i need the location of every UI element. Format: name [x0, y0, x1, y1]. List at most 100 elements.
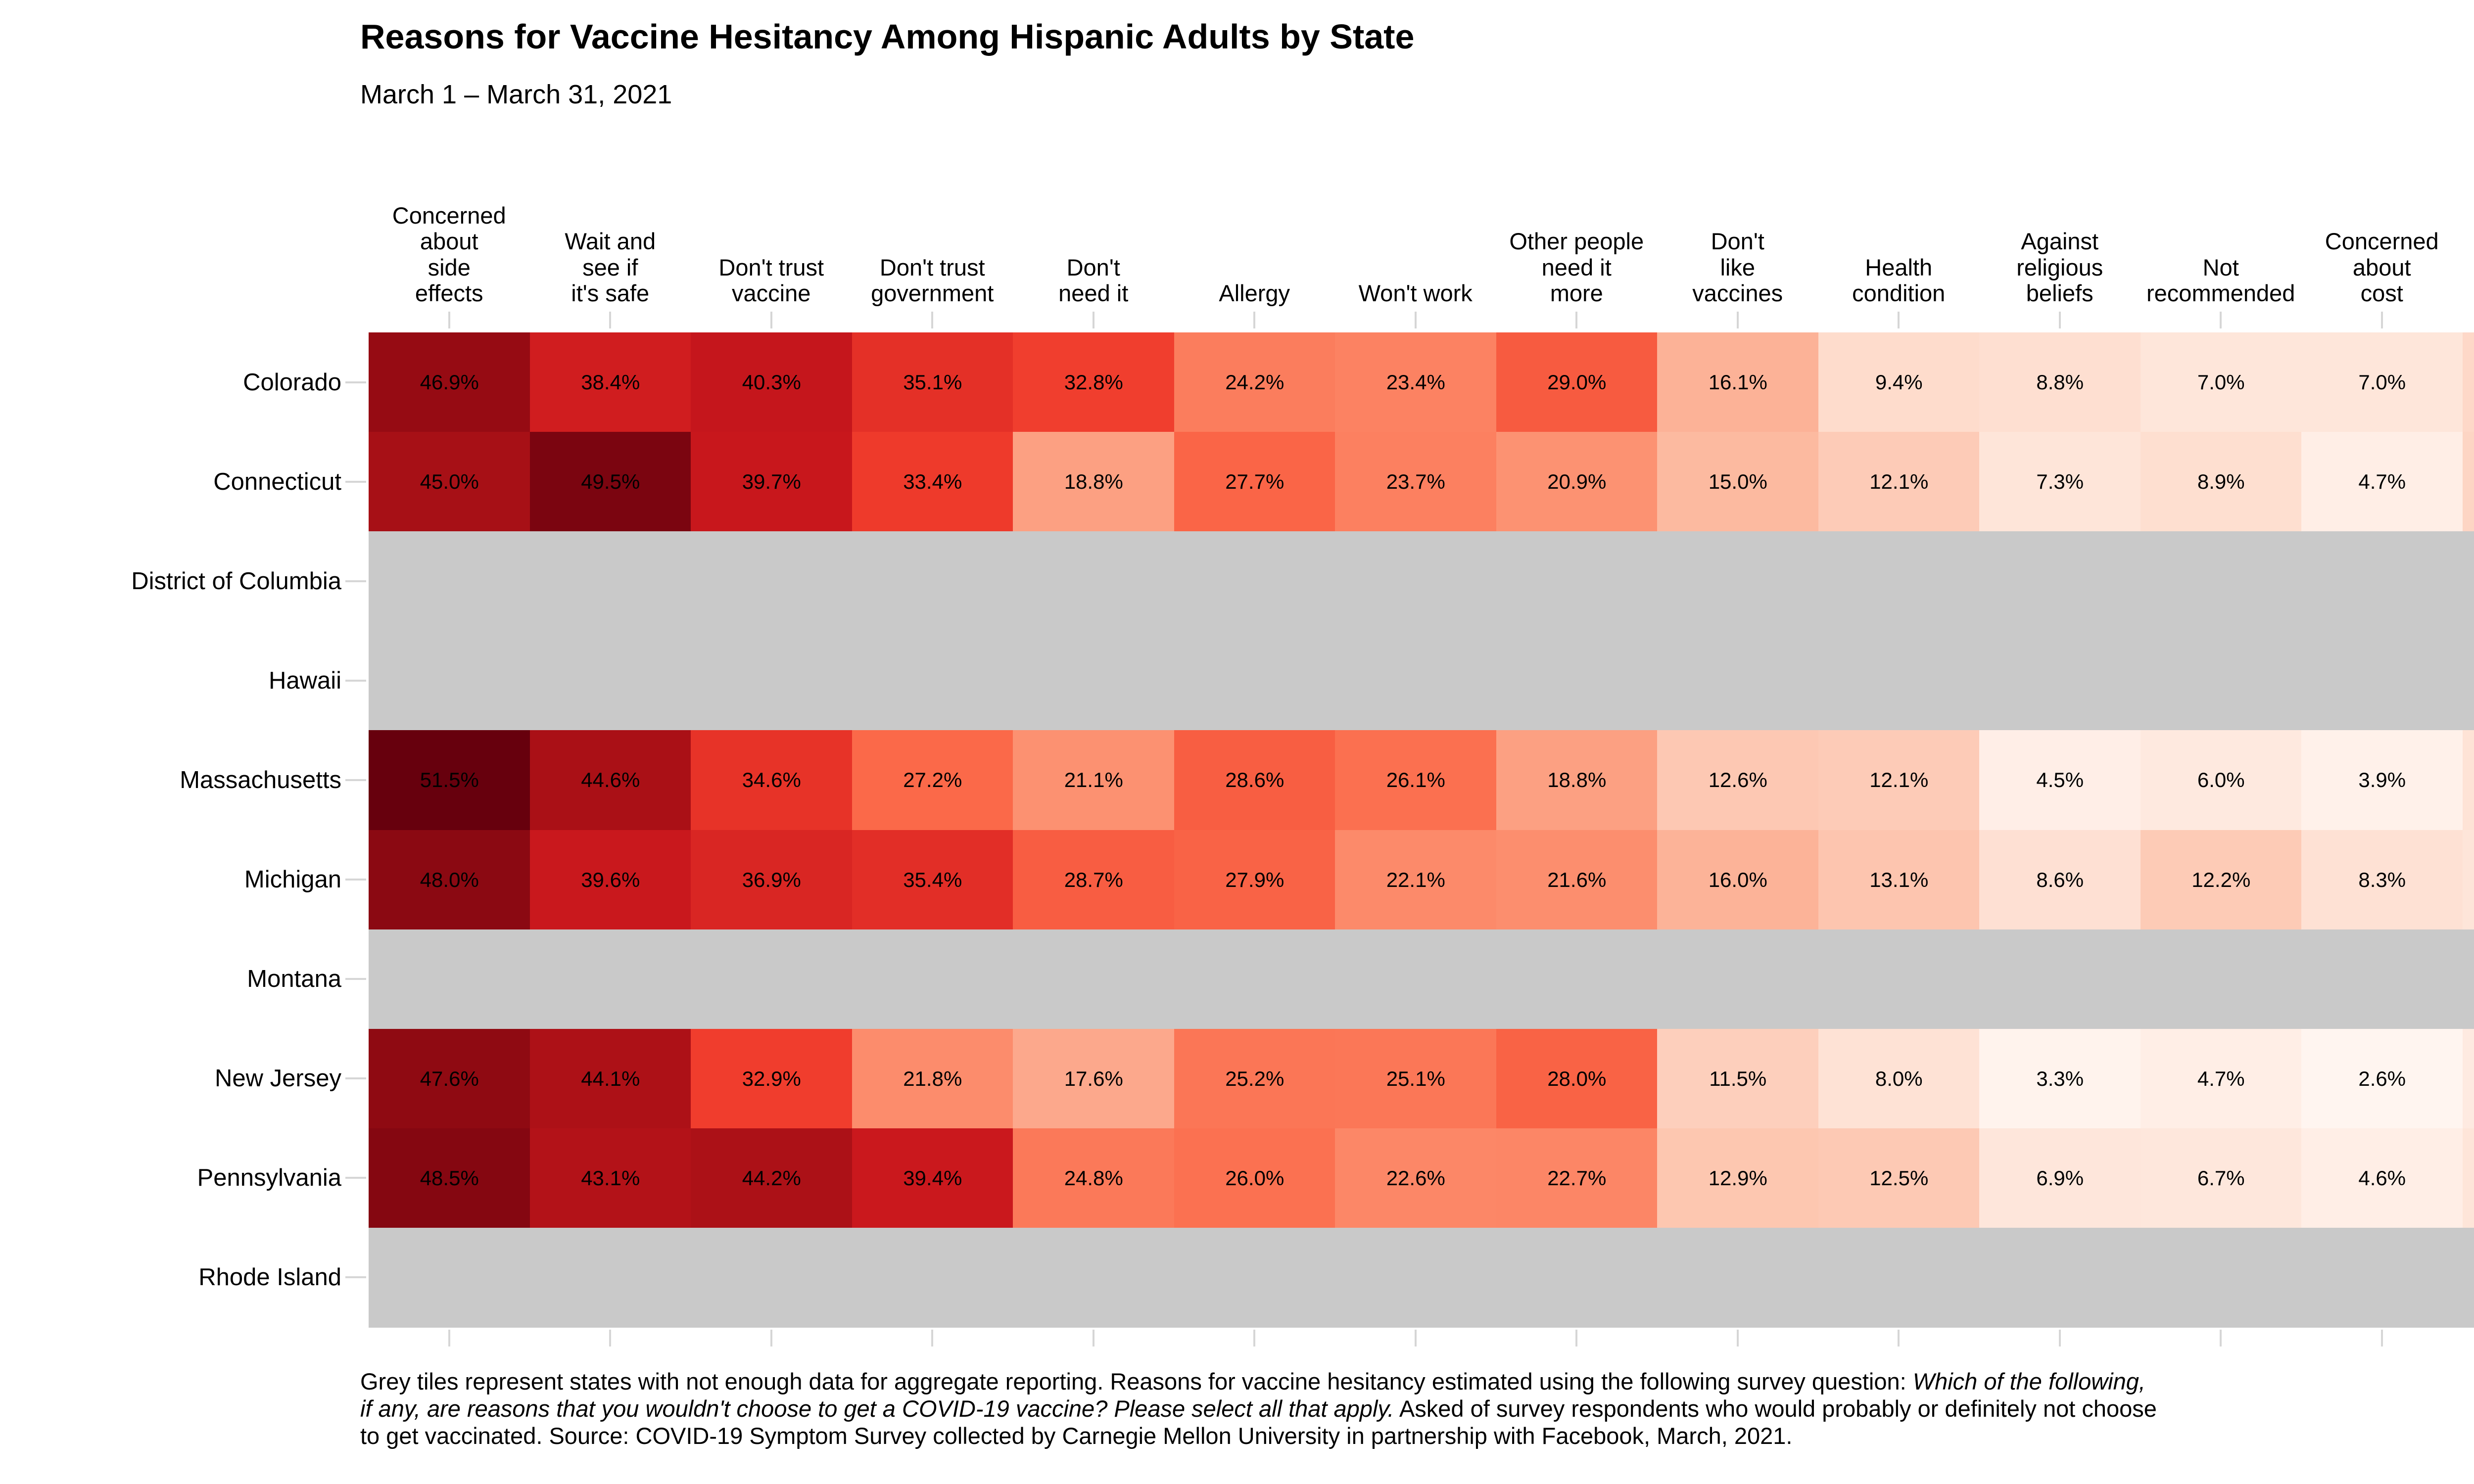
heatmap-cell: 4.6% — [2301, 1128, 2463, 1228]
heatmap-cell: 5.7% — [2462, 1028, 2474, 1129]
heatmap-cell: 21.8% — [852, 1028, 1013, 1129]
heatmap-cell: 6.7% — [2140, 1128, 2302, 1228]
axis-tick-bottom — [609, 1330, 612, 1346]
row-label: Hawaii — [268, 667, 341, 694]
heatmap-cell: 22.6% — [1335, 1128, 1497, 1228]
heatmap-cell: 39.4% — [852, 1128, 1013, 1228]
heatmap-cell: 21.6% — [1496, 830, 1658, 930]
axis-tick-top — [1575, 312, 1578, 328]
column-header: Against religious beliefs — [2016, 228, 2103, 307]
heatmap-cell: 2.6% — [2301, 1028, 2463, 1129]
heatmap-cell: 7.8% — [2462, 730, 2474, 831]
heatmap-cell: 44.2% — [691, 1128, 853, 1228]
footnote-survey-question: Which of the following, if any, are reas… — [360, 1368, 2145, 1422]
heatmap-cell: 7.3% — [1979, 432, 2141, 532]
heatmap-cell: 25.2% — [1174, 1028, 1335, 1129]
heatmap-cell: 51.5% — [369, 730, 530, 831]
heatmap-cell: 35.1% — [852, 332, 1013, 433]
heatmap-cell: 18.8% — [1013, 432, 1175, 532]
column-header: Don't like vaccines — [1692, 228, 1783, 307]
row-label: District of Columbia — [131, 567, 341, 595]
heatmap-cell: 38.4% — [529, 332, 691, 433]
axis-tick-left — [345, 879, 366, 881]
heatmap-cell: 7.0% — [2301, 332, 2463, 433]
heatmap-cell: 48.5% — [369, 1128, 530, 1228]
heatmap-cell: 8.9% — [2140, 432, 2302, 532]
heatmap-cell: 29.0% — [1496, 332, 1658, 433]
axis-tick-bottom — [1414, 1330, 1417, 1346]
heatmap-cell: 8.0% — [1818, 1028, 1980, 1129]
row-label: Montana — [247, 966, 341, 993]
axis-tick-left — [345, 978, 366, 980]
column-header: Don't need it — [1058, 254, 1129, 307]
heatmap-cell: 27.2% — [852, 730, 1013, 831]
heatmap-cell: 21.1% — [1013, 730, 1175, 831]
axis-tick-top — [770, 312, 772, 328]
axis-tick-top — [448, 312, 450, 328]
heatmap-cell: 35.4% — [852, 830, 1013, 930]
heatmap-cell: 24.8% — [1013, 1128, 1175, 1228]
axis-tick-left — [345, 381, 366, 383]
heatmap-cell: 25.1% — [1335, 1028, 1497, 1129]
column-header: Health condition — [1852, 254, 1946, 307]
heatmap-cell: 32.9% — [691, 1028, 853, 1129]
heatmap-cell: 27.7% — [1174, 432, 1335, 532]
column-header: Don't trust government — [871, 254, 994, 307]
axis-tick-bottom — [2220, 1330, 2222, 1346]
heatmap-cell: 4.5% — [1979, 730, 2141, 831]
row-label: Connecticut — [213, 468, 341, 495]
heatmap-cell: 12.6% — [1657, 730, 1819, 831]
heatmap-cell: 22.7% — [1496, 1128, 1658, 1228]
heatmap-cell: 7.2% — [2462, 830, 2474, 930]
heatmap-cell: 6.9% — [1979, 1128, 2141, 1228]
heatmap-cell: 45.0% — [369, 432, 530, 532]
axis-tick-top — [931, 312, 934, 328]
heatmap-cell: 44.1% — [529, 1028, 691, 1129]
heatmap-cell: 13.1% — [1818, 830, 1980, 930]
heatmap-cell: 47.6% — [369, 1028, 530, 1129]
row-label: Pennsylvania — [197, 1164, 341, 1192]
heatmap-cell: 33.4% — [852, 432, 1013, 532]
heatmap-cell: 24.2% — [1174, 332, 1335, 433]
heatmap-cell: 48.0% — [369, 830, 530, 930]
column-header: Don't trust vaccine — [718, 254, 824, 307]
column-header: Concerned about cost — [2325, 228, 2439, 307]
row-label: New Jersey — [215, 1065, 341, 1092]
heatmap-cell: 12.1% — [1818, 432, 1980, 532]
axis-tick-top — [609, 312, 612, 328]
column-header: Wait and see if it's safe — [565, 228, 656, 307]
heatmap-cell: 43.1% — [529, 1128, 691, 1228]
column-header: Concerned about side effects — [392, 202, 506, 307]
heatmap-cell: 22.1% — [1335, 830, 1497, 930]
row-label: Massachusetts — [180, 766, 341, 793]
heatmap-cell: 18.8% — [1496, 730, 1658, 831]
no-data-row — [369, 1227, 2474, 1328]
heatmap-cell: 4.7% — [2301, 432, 2463, 532]
footnote: Grey tiles represent states with not eno… — [360, 1368, 2474, 1450]
heatmap-cell: 23.4% — [1335, 332, 1497, 433]
heatmap-cell: 3.9% — [2301, 730, 2463, 831]
no-data-row — [369, 631, 2474, 731]
axis-tick-left — [345, 679, 366, 682]
row-label: Rhode Island — [198, 1264, 341, 1291]
axis-tick-top — [1898, 312, 1900, 328]
chart-subtitle: March 1 – March 31, 2021 — [360, 80, 672, 109]
heatmap-cell: 12.5% — [1818, 1128, 1980, 1228]
axis-tick-bottom — [931, 1330, 934, 1346]
heatmap-cell: 26.1% — [1335, 730, 1497, 831]
axis-tick-bottom — [448, 1330, 450, 1346]
heatmap-cell: 7.3% — [2462, 1128, 2474, 1228]
heatmap-cell: 11.5% — [1657, 1028, 1819, 1129]
heatmap-cell: 28.7% — [1013, 830, 1175, 930]
heatmap-cell: 8.6% — [1979, 830, 2141, 930]
heatmap-cell: 6.0% — [2140, 730, 2302, 831]
heatmap-cell: 9.4% — [1818, 332, 1980, 433]
heatmap-cell: 4.7% — [2140, 1028, 2302, 1129]
footnote-text: Grey tiles represent states with not eno… — [360, 1368, 1913, 1394]
heatmap-cell: 40.3% — [691, 332, 853, 433]
no-data-row — [369, 929, 2474, 1029]
heatmap-cell: 28.6% — [1174, 730, 1335, 831]
axis-tick-left — [345, 779, 366, 781]
axis-tick-bottom — [1092, 1330, 1094, 1346]
